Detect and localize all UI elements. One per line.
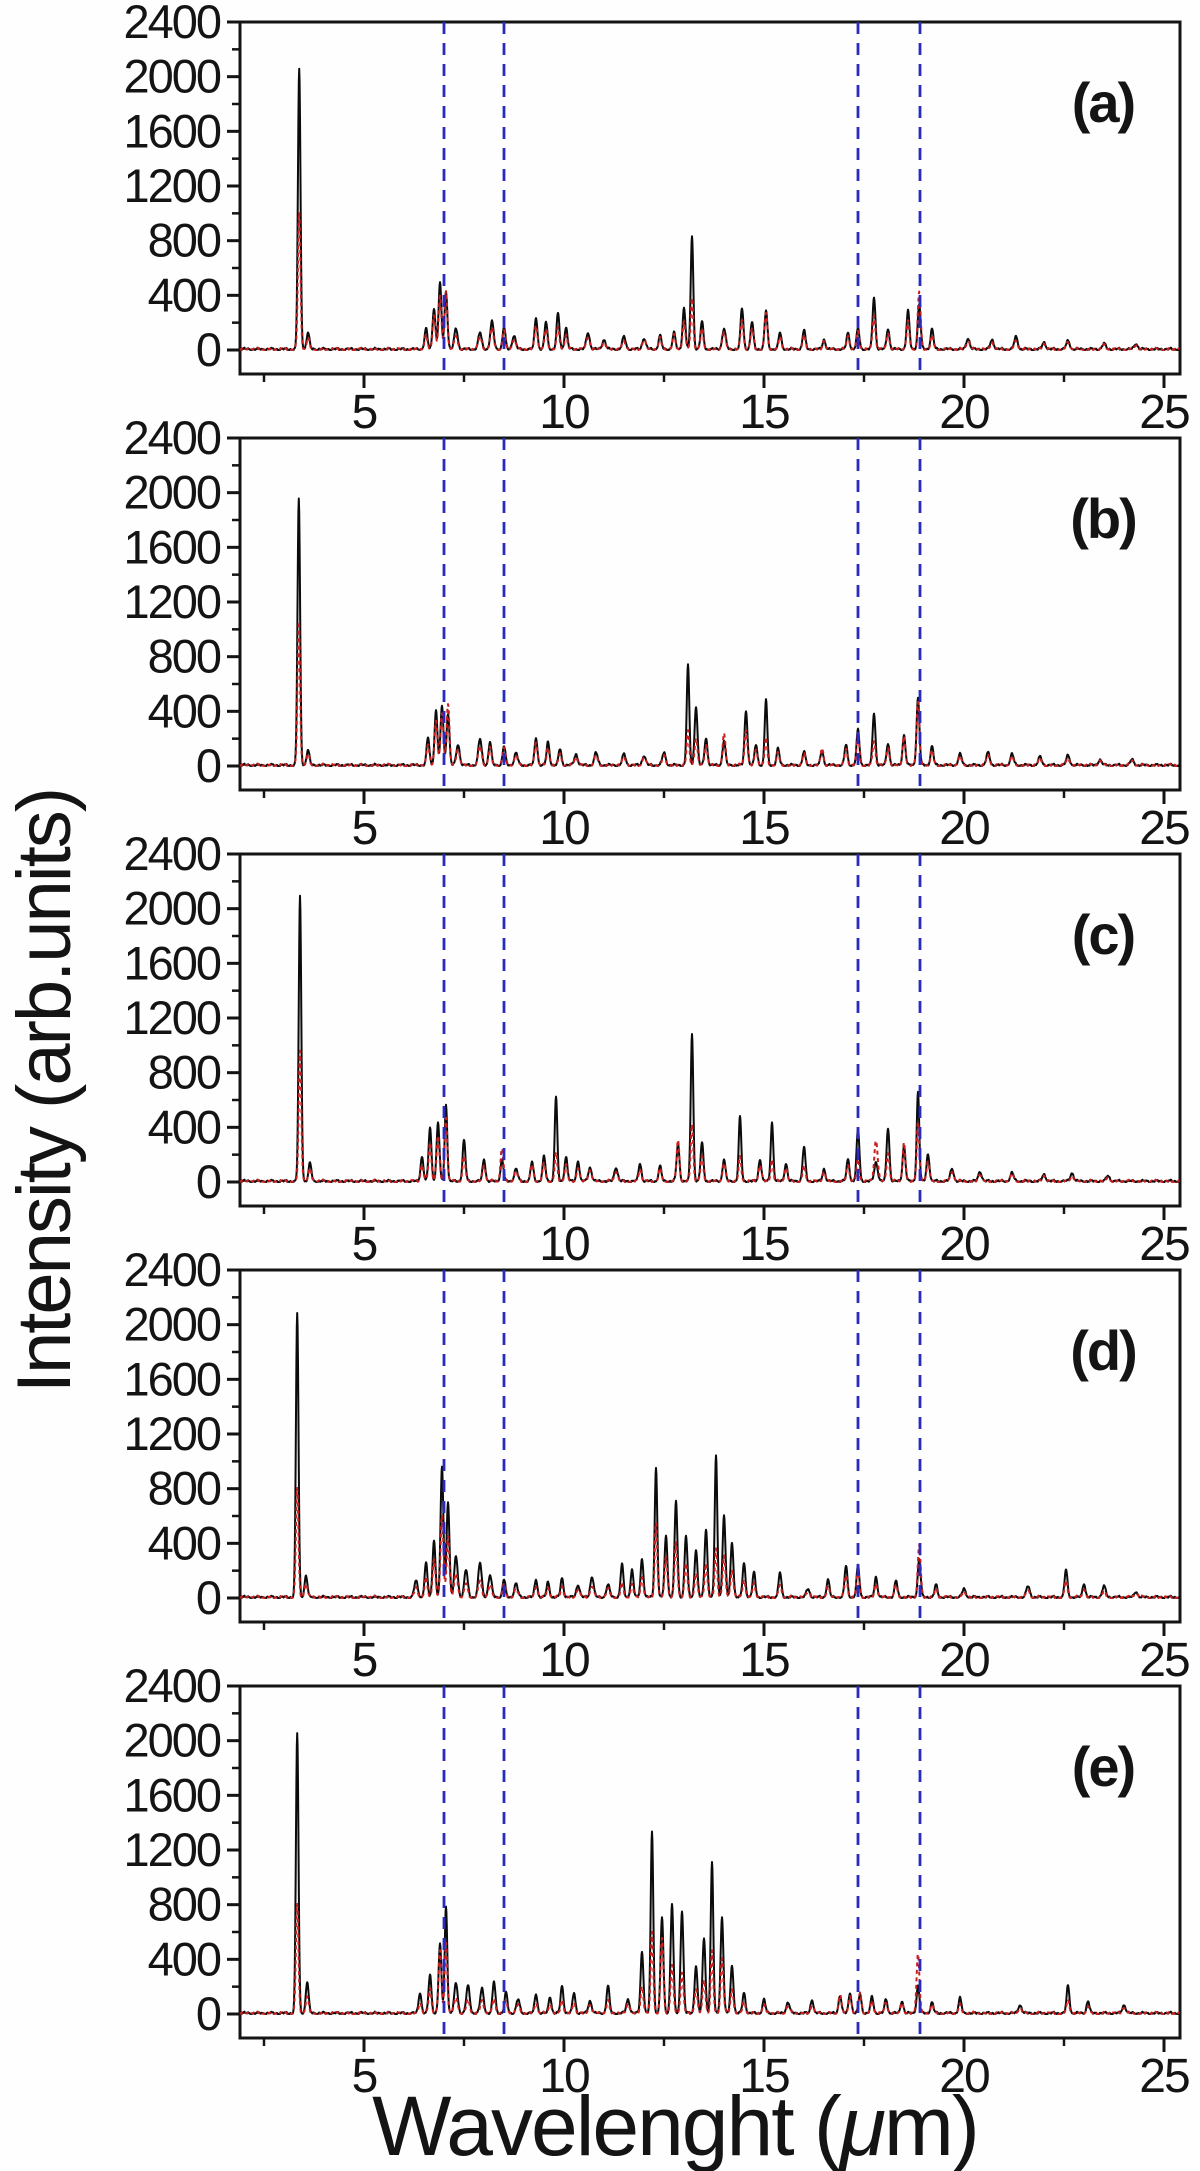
y-tick-label: 1200 (123, 1407, 220, 1460)
x-tick-label: 5 (352, 386, 377, 439)
x-axis-title-suffix: m) (883, 2079, 980, 2171)
plot-box (238, 20, 1182, 376)
x-tick-label: 10 (539, 1634, 589, 1687)
panel-label: (d) (1070, 1319, 1136, 1382)
x-tick-label: 25 (1139, 386, 1189, 439)
plot-box (238, 1684, 1182, 2040)
red-dashed-spectrum (239, 1487, 1181, 1599)
y-tick-label: 0 (196, 1155, 221, 1208)
y-tick-label: 1600 (123, 1768, 220, 1821)
x-tick-label: 20 (939, 1634, 989, 1687)
y-tick-label: 2400 (123, 1243, 220, 1296)
y-tick-label: 0 (196, 739, 221, 792)
x-tick-label: 15 (739, 2050, 789, 2103)
black-solid-spectrum (239, 1312, 1181, 1599)
y-tick-label: 2000 (123, 466, 220, 519)
x-tick-label: 15 (739, 802, 789, 855)
plot-box (238, 852, 1182, 1208)
y-tick-label: 0 (196, 323, 221, 376)
y-tick-label: 1600 (123, 1352, 220, 1405)
x-tick-label: 5 (352, 1218, 377, 1271)
x-tick-label: 25 (1139, 802, 1189, 855)
y-tick-label: 2400 (123, 411, 220, 464)
y-tick-label: 1200 (123, 991, 220, 1044)
y-tick-label: 2000 (123, 50, 220, 103)
plot-box (238, 1268, 1182, 1624)
x-tick-label: 20 (939, 386, 989, 439)
y-tick-label: 2400 (123, 0, 220, 48)
panel-label: (e) (1072, 1735, 1134, 1798)
x-tick-label: 10 (539, 2050, 589, 2103)
black-solid-spectrum (239, 894, 1181, 1183)
y-tick-label: 400 (148, 1100, 221, 1153)
x-tick-label: 25 (1139, 1218, 1189, 1271)
y-tick-label: 400 (148, 684, 221, 737)
mu-symbol: μ (839, 2079, 886, 2171)
y-tick-label: 1200 (123, 1823, 220, 1876)
x-tick-label: 5 (352, 1634, 377, 1687)
y-tick-label: 400 (148, 1932, 221, 1985)
y-tick-label: 2400 (123, 1659, 220, 1712)
x-axis-title: Wavelenght (μm) (170, 2078, 1180, 2171)
black-solid-spectrum (239, 497, 1181, 767)
y-tick-label: 800 (148, 1462, 221, 1515)
y-tick-label: 400 (148, 268, 221, 321)
black-solid-spectrum (239, 67, 1181, 351)
x-tick-label: 10 (539, 1218, 589, 1271)
x-tick-label: 15 (739, 1218, 789, 1271)
x-tick-label: 10 (539, 802, 589, 855)
y-tick-label: 0 (196, 1571, 221, 1624)
x-tick-label: 25 (1139, 1634, 1189, 1687)
y-tick-label: 1600 (123, 520, 220, 573)
y-tick-label: 1200 (123, 159, 220, 212)
y-tick-label: 2400 (123, 827, 220, 880)
red-dashed-spectrum (239, 1049, 1181, 1183)
x-tick-label: 20 (939, 802, 989, 855)
y-tick-label: 800 (148, 214, 221, 267)
y-tick-label: 400 (148, 1516, 221, 1569)
red-dashed-spectrum (239, 211, 1181, 351)
x-axis-title-prefix: Wavelenght ( (372, 2079, 842, 2171)
y-tick-label: 0 (196, 1987, 221, 2040)
y-tick-label: 1600 (123, 936, 220, 989)
x-tick-label: 5 (352, 802, 377, 855)
x-tick-label: 10 (539, 386, 589, 439)
plot-box (238, 436, 1182, 792)
y-tick-label: 800 (148, 1878, 221, 1931)
black-solid-spectrum (239, 1732, 1181, 2015)
y-tick-label: 2000 (123, 882, 220, 935)
x-tick-label: 25 (1139, 2050, 1189, 2103)
spectra-panels: 0 400 800 1200 1600 2000 2400 5 10 15 20 25 (a) 0 400 8… (0, 0, 1200, 2103)
red-dashed-spectrum (239, 620, 1181, 767)
x-tick-label: 20 (939, 2050, 989, 2103)
y-tick-label: 1200 (123, 575, 220, 628)
x-tick-label: 20 (939, 1218, 989, 1271)
y-tick-label: 2000 (123, 1298, 220, 1351)
y-tick-label: 1600 (123, 104, 220, 157)
x-tick-label: 15 (739, 386, 789, 439)
panel-label: (a) (1072, 71, 1134, 134)
y-tick-label: 800 (148, 1046, 221, 1099)
panel-label: (c) (1072, 903, 1134, 966)
y-tick-label: 800 (148, 630, 221, 683)
x-tick-label: 5 (352, 2050, 377, 2103)
panel-label: (b) (1070, 487, 1136, 550)
x-tick-label: 15 (739, 1634, 789, 1687)
y-tick-label: 2000 (123, 1714, 220, 1767)
